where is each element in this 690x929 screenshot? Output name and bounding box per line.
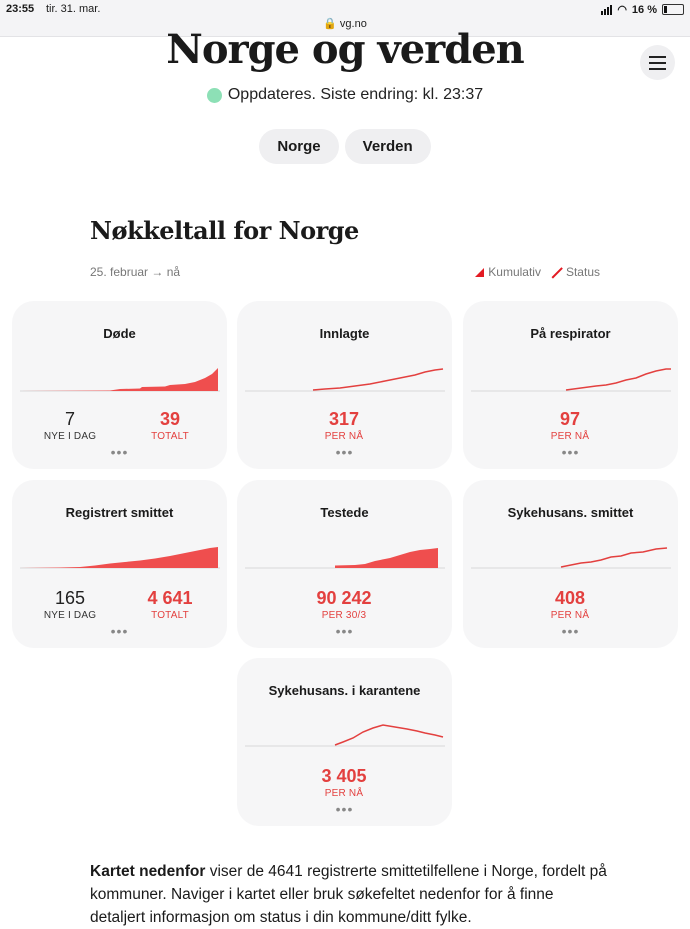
mini-chart: [245, 548, 445, 569]
mini-chart: [20, 547, 220, 569]
section-title: Nøkkeltall for Norge: [90, 216, 359, 245]
menu-icon-line: [649, 61, 666, 64]
card-dode[interactable]: Døde 7 NYE I DAG 39 TOTALT •••: [12, 301, 227, 469]
card-title: Registrert smittet: [65, 505, 174, 520]
region-tabs: Norge Verden: [0, 129, 690, 164]
legend-status: Status: [565, 265, 600, 279]
stat-current: 97 PER NÅ: [520, 409, 620, 442]
stat-label: TOTALT: [151, 610, 189, 621]
card-title: Sykehusans. i karantene: [268, 683, 421, 698]
stat-value: 3 405: [321, 766, 367, 786]
card-title: Testede: [320, 505, 369, 520]
stat-label: PER NÅ: [324, 431, 364, 442]
stat-label: PER NÅ: [550, 610, 590, 621]
card-sykehusans-smittet[interactable]: Sykehusans. smittet 408 PER NÅ •••: [463, 480, 678, 648]
stat-label: PER 30/3: [321, 610, 367, 621]
battery-icon: [662, 4, 684, 15]
map-intro-paragraph: Kartet nedenfor viser de 4641 registrert…: [90, 860, 610, 929]
stat-value: 39: [159, 409, 181, 429]
more-icon[interactable]: •••: [561, 623, 580, 639]
card-title: Døde: [103, 326, 136, 341]
stat-label: NYE I DAG: [43, 610, 97, 621]
wifi-icon: ◠: [617, 4, 627, 16]
update-status: Oppdateres. Siste endring: kl. 23:37: [0, 86, 690, 104]
bold-lead: Kartet nedenfor: [90, 863, 206, 880]
legend-cumulative: Kumulativ: [488, 265, 541, 279]
mini-chart: [245, 724, 445, 747]
card-registrert-smittet[interactable]: Registrert smittet 165 NYE I DAG 4 641 T…: [12, 480, 227, 648]
stat-value: 90 242: [316, 588, 372, 608]
update-text: Oppdateres. Siste endring: kl. 23:37: [227, 86, 484, 103]
period-label: 25. februar → nå: [90, 265, 181, 279]
card-innlagte[interactable]: Innlagte 317 PER NÅ •••: [237, 301, 452, 469]
stat-label: PER NÅ: [550, 431, 590, 442]
stat-new-today: 7 NYE I DAG: [30, 409, 110, 442]
stat-label: TOTALT: [151, 431, 189, 442]
hamburger-menu-button[interactable]: [640, 45, 675, 80]
card-testede[interactable]: Testede 90 242 PER 30/3 •••: [237, 480, 452, 648]
stat-label: NYE I DAG: [43, 431, 97, 442]
more-icon[interactable]: •••: [561, 444, 580, 460]
stat-value: 7: [64, 409, 75, 429]
status-icon: [551, 267, 562, 278]
battery-percent: 16 %: [631, 3, 657, 16]
more-icon[interactable]: •••: [110, 444, 129, 460]
menu-icon-line: [649, 67, 666, 70]
cumulative-icon: [475, 267, 485, 277]
page-title: Norge og verden: [166, 26, 525, 73]
tab-verden[interactable]: Verden: [344, 129, 431, 164]
stat-value: 408: [554, 588, 586, 608]
more-icon[interactable]: •••: [110, 623, 129, 639]
mini-chart: [471, 547, 671, 569]
stat-current: 317 PER NÅ: [294, 409, 394, 442]
stat-label: PER NÅ: [324, 788, 364, 799]
more-icon[interactable]: •••: [335, 801, 354, 817]
more-icon[interactable]: •••: [335, 444, 354, 460]
stat-value: 4 641: [147, 588, 193, 608]
mini-chart: [20, 368, 220, 392]
stat-total: 4 641 TOTALT: [130, 588, 210, 621]
card-title: På respirator: [530, 326, 611, 341]
stat-current: 408 PER NÅ: [520, 588, 620, 621]
more-icon[interactable]: •••: [335, 623, 354, 639]
tab-norge[interactable]: Norge: [259, 129, 339, 164]
stat-new-today: 165 NYE I DAG: [30, 588, 110, 621]
address-bar[interactable]: 🔒 vg.no: [0, 17, 690, 30]
card-respirator[interactable]: På respirator 97 PER NÅ •••: [463, 301, 678, 469]
stat-current: 90 242 PER 30/3: [294, 588, 394, 621]
menu-icon-line: [649, 55, 666, 58]
card-title: Sykehusans. smittet: [507, 505, 634, 520]
chart-legend: Kumulativ Status: [475, 265, 600, 279]
card-sykehusans-karantene[interactable]: Sykehusans. i karantene 3 405 PER NÅ •••: [237, 658, 452, 826]
stat-value: 317: [328, 409, 360, 429]
stat-value: 165: [54, 588, 86, 608]
stat-current: 3 405 PER NÅ: [294, 766, 394, 799]
lock-icon: 🔒: [323, 18, 337, 30]
live-status-dot: [206, 87, 222, 103]
mini-chart: [245, 368, 445, 392]
card-title: Innlagte: [319, 326, 370, 341]
clock: 23:55: [6, 3, 35, 15]
status-bar: 23:55 tir. 31. mar. 🔒 vg.no ◠ 16 %: [0, 0, 690, 37]
mini-chart: [471, 368, 671, 392]
signal-icon: [601, 4, 613, 15]
stat-total: 39 TOTALT: [130, 409, 210, 442]
stat-value: 97: [559, 409, 581, 429]
date: tir. 31. mar.: [46, 3, 101, 15]
url-text: vg.no: [339, 18, 367, 30]
status-indicators: ◠ 16 %: [601, 3, 684, 16]
